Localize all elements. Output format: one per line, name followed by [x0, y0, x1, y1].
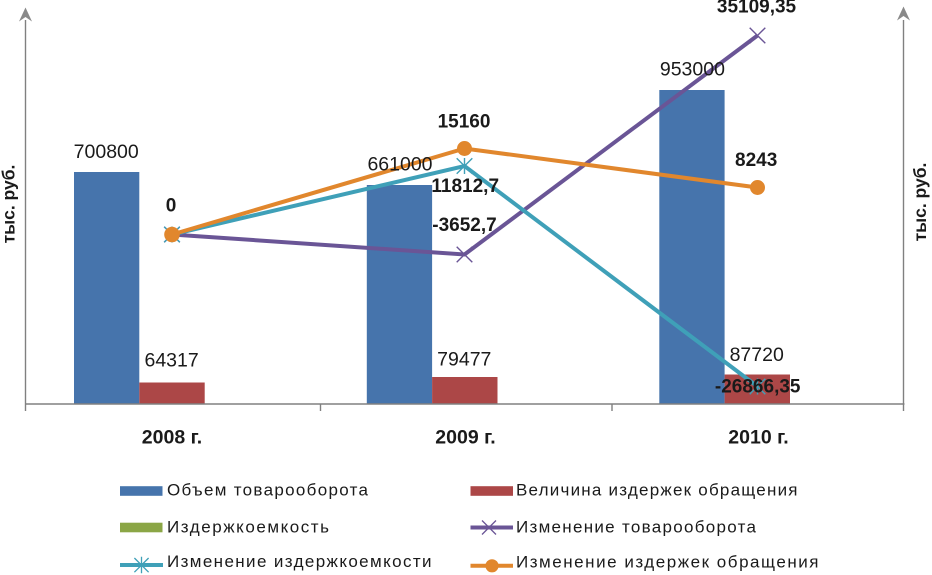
svg-text:тыс. руб.: тыс. руб. [0, 165, 19, 244]
svg-text:700800: 700800 [74, 141, 139, 163]
svg-text:Изменение издержкоемкости: Изменение издержкоемкости [167, 552, 432, 571]
svg-text:35109,35: 35109,35 [717, 0, 797, 18]
svg-text:-3652,7: -3652,7 [432, 215, 496, 236]
svg-text:2010 г.: 2010 г. [728, 427, 788, 449]
svg-text:11812,7: 11812,7 [431, 176, 499, 197]
svg-text:79477: 79477 [437, 349, 491, 371]
svg-text:Издержкоемкость: Издержкоемкость [167, 518, 329, 537]
svg-text:661000: 661000 [367, 154, 432, 176]
svg-text:2008 г.: 2008 г. [142, 427, 202, 449]
svg-text:2009 г.: 2009 г. [435, 427, 495, 449]
svg-text:953000: 953000 [660, 59, 725, 81]
svg-text:Изменение товарооборота: Изменение товарооборота [516, 518, 757, 537]
svg-text:8243: 8243 [735, 150, 777, 171]
svg-text:87720: 87720 [730, 344, 784, 366]
svg-text:Величина издержек обращения: Величина издержек обращения [516, 481, 798, 500]
svg-text:-26866,35: -26866,35 [715, 377, 801, 398]
svg-text:15160: 15160 [438, 112, 491, 133]
svg-text:Изменение издержек обращения: Изменение издержек обращения [516, 553, 819, 572]
svg-text:0: 0 [166, 196, 177, 217]
svg-text:Объем товарооборота: Объем товарооборота [167, 481, 369, 500]
svg-text:64317: 64317 [144, 350, 198, 372]
svg-text:тыс. руб.: тыс. руб. [910, 163, 930, 242]
